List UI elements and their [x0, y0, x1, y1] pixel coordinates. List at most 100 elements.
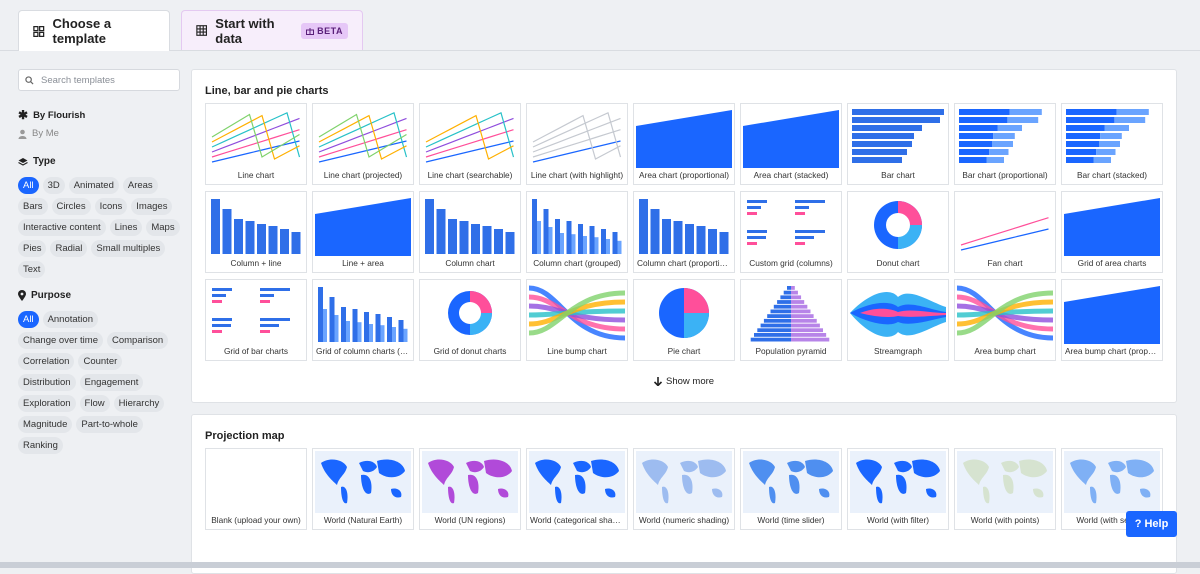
- template-card-world-numeric-shading[interactable]: World (numeric shading): [633, 448, 735, 530]
- filter-by-me[interactable]: By Me: [18, 128, 59, 139]
- template-card-line-bump-chart[interactable]: Line bump chart: [526, 279, 628, 361]
- chip-engagement[interactable]: Engagement: [79, 374, 144, 391]
- template-thumbnail: [315, 106, 411, 168]
- search-box[interactable]: [18, 69, 180, 91]
- thumbnail-graphic: [639, 199, 729, 254]
- chip-animated[interactable]: Animated: [68, 177, 119, 194]
- template-card-label: World (with filter): [866, 515, 930, 525]
- template-card-streamgraph[interactable]: Streamgraph: [847, 279, 949, 361]
- chip-radial[interactable]: Radial: [50, 240, 88, 257]
- template-card-line-area[interactable]: Line + area: [312, 191, 414, 273]
- thumbnail-graphic: [874, 201, 922, 249]
- template-card-column-line[interactable]: Column + line: [205, 191, 307, 273]
- search-input[interactable]: [39, 73, 173, 87]
- template-card-column-chart-grouped[interactable]: Column chart (grouped): [526, 191, 628, 273]
- template-thumbnail: [636, 451, 732, 513]
- thumbnail-graphic: [315, 451, 411, 513]
- template-card-bar-chart-proportional[interactable]: Bar chart (proportional): [954, 103, 1056, 185]
- horizontal-scrollbar[interactable]: [0, 562, 1200, 568]
- template-card-line-chart-projected[interactable]: Line chart (projected): [312, 103, 414, 185]
- template-card-column-chart-proportional[interactable]: Column chart (proportional): [633, 191, 735, 273]
- chip-annotation[interactable]: Annotation: [42, 311, 98, 328]
- template-card-custom-grid-columns[interactable]: Custom grid (columns): [740, 191, 842, 273]
- template-card-label: Grid of donut charts: [433, 346, 507, 356]
- chip-correlation[interactable]: Correlation: [18, 353, 75, 370]
- chip-pies[interactable]: Pies: [18, 240, 47, 257]
- chip-flow[interactable]: Flow: [79, 395, 110, 412]
- template-card-grid-of-column-charts-stacked[interactable]: Grid of column charts (stacked): [312, 279, 414, 361]
- template-card-grid-of-bar-charts[interactable]: Grid of bar charts: [205, 279, 307, 361]
- template-card-label: Area bump chart (proportional): [1065, 346, 1162, 356]
- template-thumbnail: [957, 106, 1053, 168]
- thumbnail-graphic: [211, 199, 301, 254]
- chip-all[interactable]: All: [18, 177, 39, 194]
- chip-icons[interactable]: Icons: [94, 198, 128, 215]
- template-thumbnail: [850, 194, 946, 256]
- template-card-world-with-search[interactable]: World (with search): [1061, 448, 1163, 530]
- template-card-population-pyramid[interactable]: Population pyramid: [740, 279, 842, 361]
- tab-choose-template[interactable]: Choose a template: [18, 10, 170, 51]
- chip-comparison[interactable]: Comparison: [106, 332, 169, 349]
- thumbnail-graphic: [1064, 451, 1160, 513]
- template-card-bar-chart-stacked[interactable]: Bar chart (stacked): [1061, 103, 1163, 185]
- template-card-label: Column chart (grouped): [533, 258, 621, 268]
- template-card-world-with-points[interactable]: World (with points): [954, 448, 1056, 530]
- filter-by-flourish[interactable]: ✱ By Flourish: [18, 108, 85, 122]
- thumbnail-graphic: [212, 288, 290, 333]
- tab-start-with-data[interactable]: Start with data BETA: [181, 10, 363, 50]
- chip-maps[interactable]: Maps: [146, 219, 180, 236]
- template-card-pie-chart[interactable]: Pie chart: [633, 279, 735, 361]
- template-card-world-natural-earth[interactable]: World (Natural Earth): [312, 448, 414, 530]
- template-card-donut-chart[interactable]: Donut chart: [847, 191, 949, 273]
- template-card-fan-chart[interactable]: Fan chart: [954, 191, 1056, 273]
- chip-bars[interactable]: Bars: [18, 198, 48, 215]
- chip-counter[interactable]: Counter: [78, 353, 123, 370]
- sidebar: ✱ By Flourish By Me Type All3DAnimatedAr…: [18, 69, 180, 454]
- thumbnail-graphic: [850, 292, 946, 337]
- purpose-heading: Purpose: [18, 290, 71, 301]
- thumbnail-graphic: [743, 451, 839, 513]
- chip-ranking[interactable]: Ranking: [18, 437, 63, 454]
- template-card-label: World (UN regions): [434, 515, 506, 525]
- template-card-world-with-filter[interactable]: World (with filter): [847, 448, 949, 530]
- chip-areas[interactable]: Areas: [122, 177, 158, 194]
- template-card-area-bump-chart[interactable]: Area bump chart: [954, 279, 1056, 361]
- template-card-world-un-regions[interactable]: World (UN regions): [419, 448, 521, 530]
- chip-circles[interactable]: Circles: [51, 198, 91, 215]
- template-card-area-chart-stacked[interactable]: Area chart (stacked): [740, 103, 842, 185]
- chip-change-over-time[interactable]: Change over time: [18, 332, 103, 349]
- chip-3d[interactable]: 3D: [42, 177, 65, 194]
- chip-part-to-whole[interactable]: Part-to-whole: [76, 416, 143, 433]
- chip-hierarchy[interactable]: Hierarchy: [113, 395, 165, 412]
- chip-distribution[interactable]: Distribution: [18, 374, 76, 391]
- chip-magnitude[interactable]: Magnitude: [18, 416, 73, 433]
- chip-all[interactable]: All: [18, 311, 39, 328]
- template-card-grid-of-area-charts[interactable]: Grid of area charts: [1061, 191, 1163, 273]
- template-card-line-chart-with-highlight[interactable]: Line chart (with highlight): [526, 103, 628, 185]
- template-card-bar-chart[interactable]: Bar chart: [847, 103, 949, 185]
- chip-small-multiples[interactable]: Small multiples: [91, 240, 166, 257]
- template-card-line-chart-searchable[interactable]: Line chart (searchable): [419, 103, 521, 185]
- show-more-button[interactable]: Show more: [654, 376, 714, 387]
- chip-exploration[interactable]: Exploration: [18, 395, 76, 412]
- thumbnail-graphic: [960, 217, 1049, 251]
- template-thumbnail: [1064, 106, 1160, 168]
- chip-images[interactable]: Images: [131, 198, 173, 215]
- template-thumbnail: [315, 282, 411, 344]
- template-card-grid-of-donut-charts[interactable]: Grid of donut charts: [419, 279, 521, 361]
- template-card-label: Bar chart: [881, 170, 915, 180]
- chip-interactive-content[interactable]: Interactive content: [18, 219, 106, 236]
- help-button[interactable]: ? Help: [1126, 511, 1177, 537]
- section-title: Projection map: [205, 430, 285, 442]
- chip-lines[interactable]: Lines: [109, 219, 143, 236]
- template-card-area-bump-chart-proportional[interactable]: Area bump chart (proportional): [1061, 279, 1163, 361]
- template-card-blank-upload-your-own[interactable]: Blank (upload your own): [205, 448, 307, 530]
- tab-start-with-data-label: Start with data: [215, 15, 275, 46]
- template-card-column-chart[interactable]: Column chart: [419, 191, 521, 273]
- template-card-area-chart-proportional[interactable]: Area chart (proportional): [633, 103, 735, 185]
- thumbnail-graphic: [636, 451, 732, 513]
- template-card-world-categorical-shading[interactable]: World (categorical shading): [526, 448, 628, 530]
- template-card-world-time-slider[interactable]: World (time slider): [740, 448, 842, 530]
- chip-text[interactable]: Text: [18, 261, 46, 278]
- template-card-line-chart[interactable]: Line chart: [205, 103, 307, 185]
